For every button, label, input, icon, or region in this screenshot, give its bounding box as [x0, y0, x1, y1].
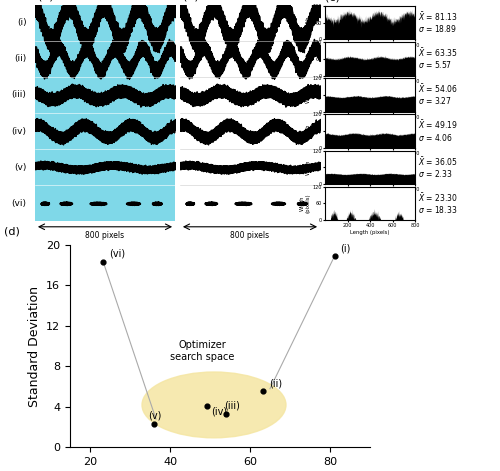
- Text: $\bar{X}$ = 54.06: $\bar{X}$ = 54.06: [418, 82, 458, 95]
- Ellipse shape: [142, 372, 286, 438]
- Text: $\bar{X}$ = 63.35: $\bar{X}$ = 63.35: [418, 47, 458, 59]
- Bar: [180, 149, 320, 185]
- Text: (vi): (vi): [12, 199, 26, 208]
- Y-axis label: Width: Width: [306, 160, 311, 175]
- X-axis label: Length: Length: [361, 122, 379, 127]
- Y-axis label: Standard Deviation: Standard Deviation: [28, 286, 40, 406]
- X-axis label: Length: Length: [361, 194, 379, 199]
- Bar: [180, 77, 320, 113]
- Text: (vi): (vi): [109, 249, 126, 259]
- Bar: [35, 41, 175, 77]
- Bar: [35, 113, 175, 149]
- Bar: [180, 113, 320, 149]
- Y-axis label: Width: Width: [306, 87, 311, 103]
- Bar: [35, 77, 175, 113]
- X-axis label: Length: Length: [361, 85, 379, 90]
- Point: [260, 387, 268, 395]
- Text: (iii): (iii): [224, 400, 240, 410]
- Bar: [180, 185, 320, 221]
- Text: (v): (v): [148, 411, 162, 421]
- Bar: [35, 5, 175, 41]
- Text: 800 pixels: 800 pixels: [230, 231, 270, 240]
- Bar: [35, 149, 175, 185]
- Point: [203, 403, 211, 410]
- Y-axis label: Width: Width: [306, 51, 311, 66]
- Text: (ii): (ii): [14, 54, 26, 64]
- Bar: [180, 5, 320, 41]
- Bar: [180, 41, 320, 77]
- Text: $\bar{X}$ = 81.13: $\bar{X}$ = 81.13: [418, 10, 458, 23]
- Text: $\bar{X}$ = 36.05: $\bar{X}$ = 36.05: [418, 155, 458, 168]
- Text: 800 pixels: 800 pixels: [86, 231, 124, 240]
- Text: Optimizer
search space: Optimizer search space: [170, 341, 234, 362]
- X-axis label: Length (pixels): Length (pixels): [350, 230, 390, 235]
- Text: (iii): (iii): [12, 90, 26, 99]
- Point: [222, 411, 230, 418]
- Text: $\sigma$ = 3.27: $\sigma$ = 3.27: [418, 96, 452, 106]
- Text: $\sigma$ = 18.89: $\sigma$ = 18.89: [418, 23, 457, 34]
- Y-axis label: Width
(pixels): Width (pixels): [300, 194, 311, 213]
- Point: [150, 420, 158, 428]
- Text: $\bar{X}$ = 49.19: $\bar{X}$ = 49.19: [418, 119, 458, 131]
- Text: (i): (i): [17, 18, 26, 27]
- Text: (iv): (iv): [12, 127, 26, 136]
- Text: (a): (a): [38, 0, 54, 1]
- Point: [99, 258, 107, 266]
- Text: $\sigma$ = 5.57: $\sigma$ = 5.57: [418, 59, 452, 70]
- Text: $\sigma$ = 4.06: $\sigma$ = 4.06: [418, 131, 452, 143]
- Text: (b): (b): [183, 0, 198, 1]
- Text: (iv): (iv): [211, 406, 227, 416]
- Text: (v): (v): [14, 162, 26, 172]
- Text: (c): (c): [325, 0, 340, 2]
- Text: (i): (i): [340, 243, 351, 253]
- Text: $\sigma$ = 18.33: $\sigma$ = 18.33: [418, 204, 457, 215]
- X-axis label: Length: Length: [361, 158, 379, 162]
- Bar: [35, 185, 175, 221]
- X-axis label: Length: Length: [361, 49, 379, 54]
- Y-axis label: Width: Width: [306, 15, 311, 31]
- Text: (d): (d): [4, 227, 20, 237]
- Point: [330, 252, 338, 260]
- Text: $\sigma$ = 2.33: $\sigma$ = 2.33: [418, 168, 452, 179]
- Text: $\bar{X}$ = 23.30: $\bar{X}$ = 23.30: [418, 191, 458, 203]
- Text: (ii): (ii): [270, 378, 282, 388]
- Y-axis label: Width: Width: [306, 123, 311, 139]
